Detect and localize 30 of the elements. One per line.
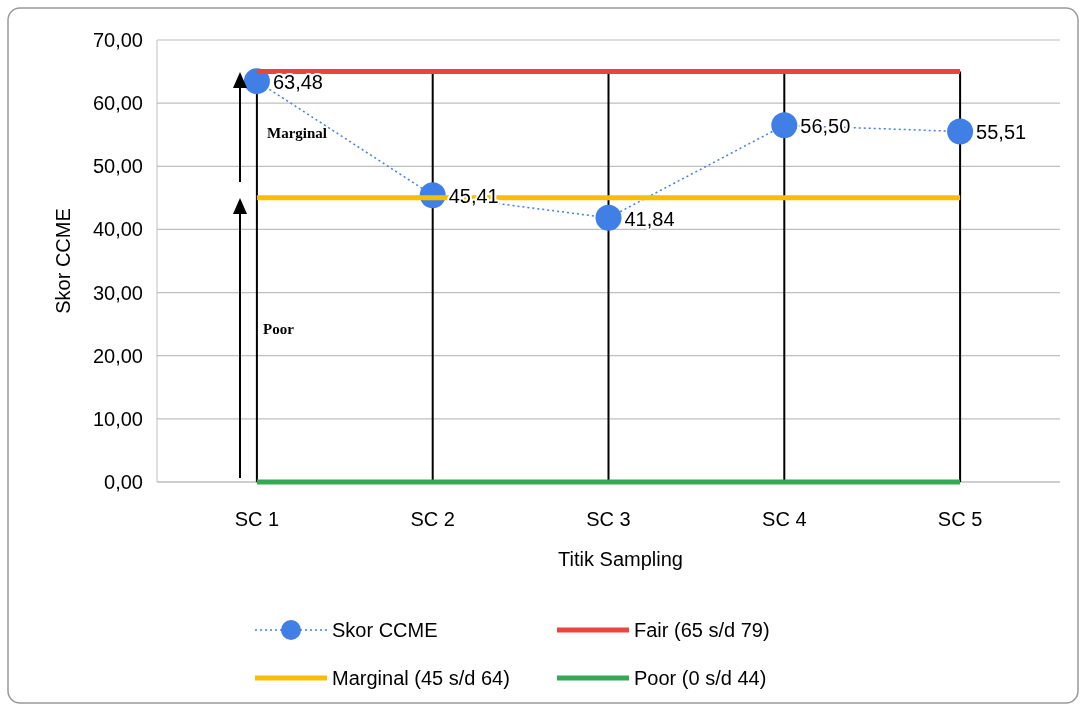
y-tick-label: 40,00: [92, 218, 143, 241]
y-tick-label: 60,00: [92, 92, 143, 115]
legend-label: Marginal (45 s/d 64): [332, 667, 510, 689]
x-tick-label: SC 3: [586, 508, 631, 530]
point: [947, 118, 974, 145]
point: [595, 204, 622, 231]
y-tick-label: 30,00: [92, 281, 143, 304]
x-tick-label: SC 1: [234, 508, 280, 530]
y-tick-label: 50,00: [92, 155, 143, 178]
annotation: Poor: [263, 321, 295, 337]
y-tick-label: 10,00: [92, 407, 143, 430]
y-tick-label: 20,00: [92, 344, 143, 367]
legend-label: Poor (0 s/d 44): [634, 667, 767, 689]
x-tick-label: SC 4: [762, 508, 807, 530]
point: [243, 68, 270, 95]
data-label: 45,41: [448, 185, 499, 208]
point: [771, 112, 798, 139]
y-tick-label: 0,00: [104, 471, 143, 493]
data-label: 63,48: [272, 71, 323, 94]
x-axis-title: Titik Sampling: [558, 548, 683, 570]
data-label: 56,50: [800, 115, 851, 138]
annotation: Marginal: [267, 125, 327, 141]
data-label: 55,51: [976, 121, 1027, 144]
data-label: 41,84: [624, 207, 675, 230]
y-axis-title: Skor CCME: [52, 208, 74, 314]
legend-label: Skor CCME: [332, 619, 438, 641]
y-tick-label: 70,00: [92, 29, 143, 51]
x-tick-label: SC 2: [410, 508, 455, 530]
legend-label: Fair (65 s/d 79): [634, 619, 770, 641]
x-tick-label: SC 5: [937, 508, 983, 530]
